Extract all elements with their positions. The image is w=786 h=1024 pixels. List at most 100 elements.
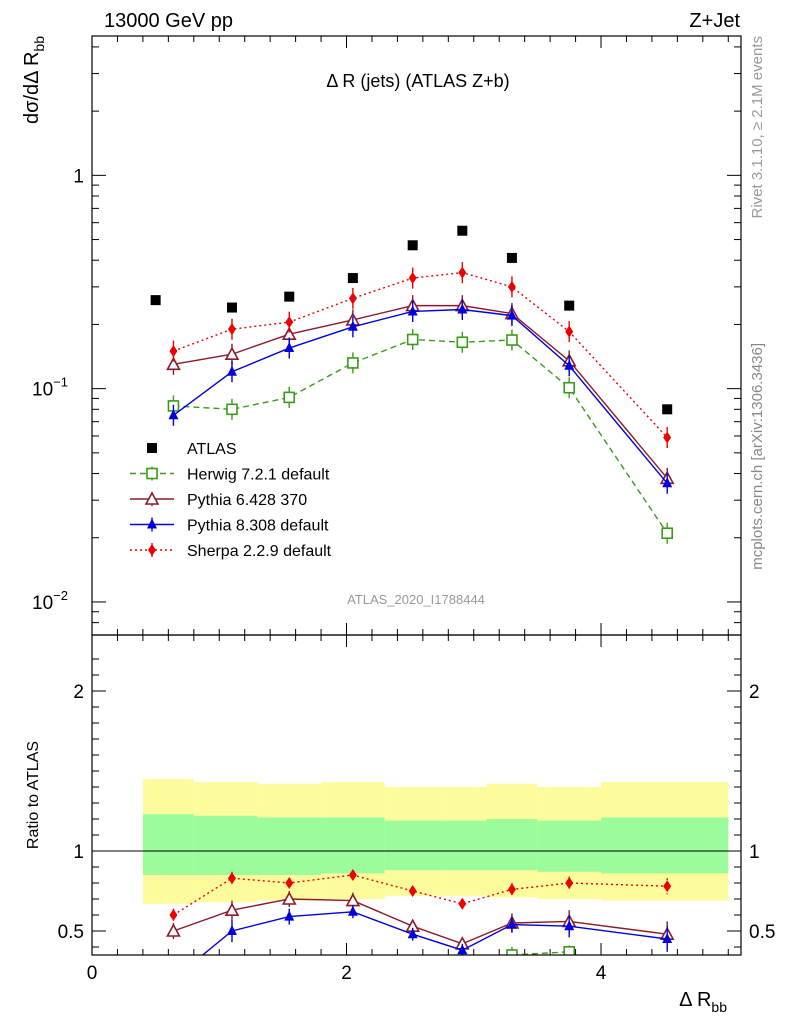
ratio-point-2 — [347, 905, 358, 916]
data-point-3 — [168, 409, 179, 420]
x-tick-label: 4 — [596, 963, 607, 984]
y-axis-label: dσ/dΔ Rbb — [21, 36, 47, 124]
y-tick-label: 10−2 — [32, 588, 68, 614]
ratio-point-2 — [662, 933, 673, 943]
y-tick-label: 10−1 — [32, 375, 68, 401]
data-point-3 — [506, 309, 517, 320]
ratio-point-2 — [407, 928, 418, 939]
ratio-y-tick-label: 1 — [73, 842, 84, 863]
data-point-3 — [564, 359, 575, 370]
data-point-4 — [565, 325, 574, 338]
ratio-point-2 — [168, 973, 178, 983]
ratio-point-2 — [506, 918, 517, 929]
ratio-axis-label: Ratio to ATLAS — [25, 741, 42, 849]
x-axis-label-main: Δ R — [679, 989, 711, 1011]
header-energy-label: 13000 GeV pp — [104, 10, 233, 32]
legend-marker-0 — [147, 443, 157, 453]
data-point-3 — [457, 303, 468, 314]
data-point-0 — [347, 273, 358, 284]
legend-label-2: Pythia 6.428 370 — [187, 492, 307, 509]
data-point-3 — [407, 305, 418, 316]
data-point-1 — [456, 336, 469, 349]
series-line-3 — [173, 308, 668, 484]
ratio-inner-band — [486, 819, 538, 871]
data-point-4 — [507, 280, 516, 293]
ratio-point-3 — [348, 869, 357, 881]
data-point-0 — [457, 225, 468, 236]
data-point-1 — [406, 333, 419, 346]
ratio-inner-band — [193, 815, 258, 875]
header-process-label: Z+Jet — [689, 10, 740, 32]
ratio-point-3 — [458, 897, 467, 910]
data-point-3 — [284, 342, 295, 353]
analysis-watermark: ATLAS_2020_I1788444 — [347, 592, 485, 607]
x-tick-label: 0 — [87, 963, 98, 984]
ratio-series-line-2 — [201, 911, 668, 955]
ratio-y-tick-label: 0.5 — [58, 922, 84, 943]
ratio-y-tick-label-right: 0.5 — [749, 922, 775, 943]
data-point-3 — [662, 477, 673, 488]
data-point-4 — [169, 345, 178, 358]
ratio-inner-band — [601, 817, 729, 874]
data-point-0 — [150, 295, 161, 306]
data-point-3 — [347, 320, 358, 331]
series-line-2 — [173, 304, 668, 479]
data-point-1 — [563, 381, 576, 394]
ratio-y-tick-label: 2 — [73, 682, 84, 703]
x-axis-label: Δ Rbb — [679, 989, 727, 1015]
legend-label-0: ATLAS — [187, 441, 237, 458]
main-plot-panel: 10−2 10−1 1 dσ/dΔ Rbb Δ R (jets) (ATLAS Z+b)… — [21, 35, 742, 955]
y-tick-label: 1 — [73, 166, 84, 187]
ratio-point-3 — [408, 885, 417, 897]
ratio-y-tick-label-right: 2 — [749, 682, 760, 703]
y-axis-label-sub: bb — [31, 36, 47, 52]
ratio-point-3 — [507, 883, 516, 896]
series-line-4 — [173, 271, 668, 439]
ratio-point-3 — [169, 909, 178, 921]
mcplots-source-label: mcplots.cern.ch [arXiv:1306.3436] — [749, 343, 766, 570]
ratio-point-2 — [457, 944, 468, 955]
ratio-point-2 — [284, 910, 295, 921]
legend-marker-2 — [144, 491, 160, 505]
ratio-point-2 — [226, 925, 237, 935]
legend-label-3: Pythia 8.308 default — [187, 518, 329, 535]
ratio-inner-band — [441, 820, 487, 871]
data-point-4 — [348, 292, 357, 305]
data-point-0 — [284, 291, 295, 302]
data-point-1 — [661, 527, 673, 540]
ratio-point-1 — [281, 891, 297, 905]
ratio-frame — [91, 634, 742, 956]
ratio-point-1 — [166, 923, 181, 937]
ratio-inner-band — [321, 817, 385, 874]
ratio-point-3 — [285, 877, 294, 889]
ratio-point-0 — [506, 949, 518, 955]
y-tick-exponent: −2 — [53, 588, 68, 603]
data-point-1 — [347, 357, 359, 369]
data-point-0 — [407, 240, 418, 251]
x-tick-label: 2 — [341, 963, 352, 984]
data-point-4 — [458, 266, 467, 279]
data-point-3 — [226, 365, 237, 376]
plot-title: Δ R (jets) (ATLAS Z+b) — [326, 71, 509, 91]
data-point-1 — [226, 403, 238, 416]
ratio-point-2 — [564, 920, 575, 931]
data-point-4 — [285, 316, 294, 329]
y-axis-label-main: dσ/dΔ R — [21, 52, 43, 124]
ratio-point-3 — [565, 877, 574, 889]
x-axis-label-sub: bb — [711, 999, 727, 1015]
legend-marker-3 — [147, 518, 157, 529]
y-tick-exponent: −1 — [53, 375, 68, 390]
data-point-1 — [283, 391, 296, 404]
ratio-inner-band — [142, 814, 194, 875]
ratio-inner-band — [537, 820, 602, 872]
ratio-inner-band — [384, 820, 442, 871]
data-point-0 — [226, 302, 237, 313]
legend-label-4: Sherpa 2.2.9 default — [187, 543, 332, 560]
ratio-point-3 — [663, 880, 672, 893]
main-data-group — [150, 225, 675, 544]
data-point-0 — [564, 300, 575, 311]
data-point-2 — [224, 346, 240, 361]
data-point-0 — [662, 404, 673, 415]
legend-marker-1 — [146, 467, 158, 480]
